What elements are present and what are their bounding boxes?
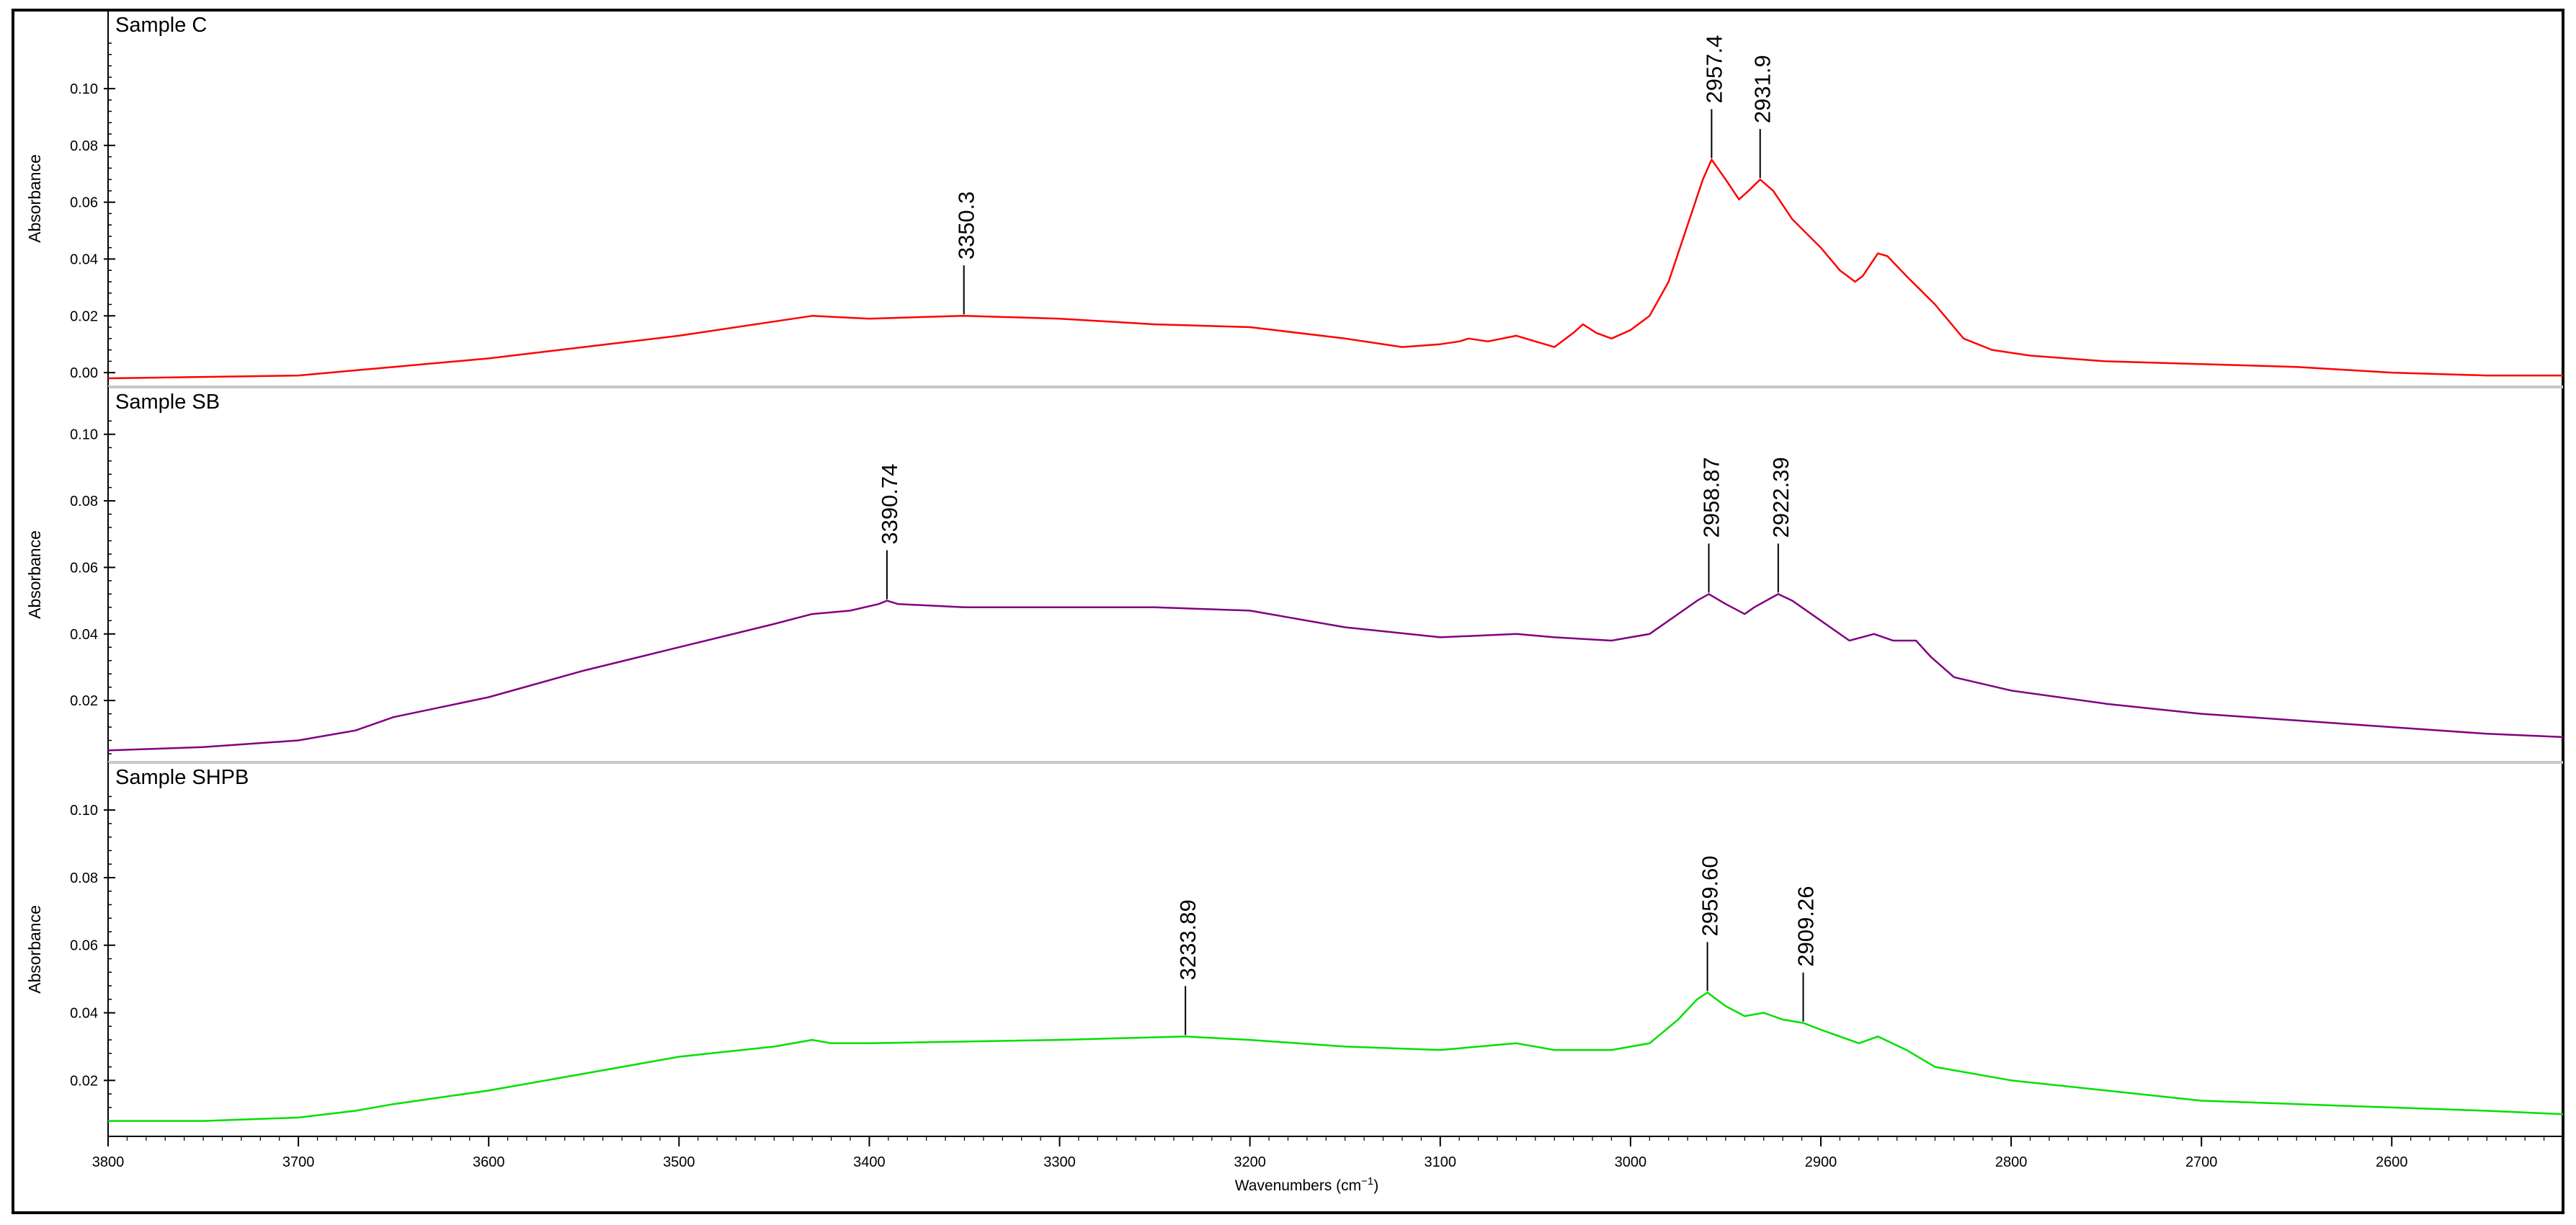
peak-label: 2909.26 [1793,886,1819,967]
peak-label: 2959.60 [1698,855,1723,936]
y-tick-label: 0.08 [70,870,98,886]
x-axis-label: Wavenumbers (cm−1) [1235,1175,1379,1194]
x-tick-label: 3700 [282,1154,315,1170]
y-tick-label: 0.04 [70,627,98,643]
x-tick-label: 2800 [1995,1154,2028,1170]
x-tick-label: 3000 [1615,1154,1647,1170]
y-tick-label: 0.10 [70,427,98,443]
x-tick-label: 3100 [1425,1154,1457,1170]
y-tick-label: 0.04 [70,251,98,267]
x-tick-label: 3500 [663,1154,695,1170]
x-tick-label: 3600 [473,1154,505,1170]
peak-label: 3233.89 [1175,899,1200,980]
y-tick-label: 0.04 [70,1006,98,1022]
y-tick-label: 0.06 [70,195,98,211]
x-tick-label: 3800 [92,1154,125,1170]
peak-label: 2931.9 [1750,55,1775,123]
y-axis-label: Absorbance [25,530,44,619]
x-tick-label: 3200 [1234,1154,1266,1170]
spectrum-line [107,593,2564,752]
x-tick-label: 2600 [2376,1154,2408,1170]
x-tick-label: 3400 [853,1154,886,1170]
y-tick-label: 0.02 [70,308,98,324]
y-tick-label: 0.10 [70,81,98,97]
y-tick-label: 0.10 [70,803,98,819]
y-tick-label: 0.08 [70,138,98,154]
panel-title: Sample SB [115,391,220,414]
spectrum-line [107,159,2563,380]
y-tick-label: 0.00 [70,365,98,381]
peak-label: 3390.74 [877,464,902,545]
y-tick-label: 0.06 [70,938,98,954]
y-axis-label: Absorbance [25,905,44,994]
x-tick-label: 2900 [1805,1154,1837,1170]
panel-title: Sample SHPB [115,766,249,789]
y-tick-label: 0.06 [70,560,98,576]
chart-frame [12,9,2564,1214]
peak-label: 2958.87 [1698,457,1724,538]
peak-label: 2957.4 [1701,35,1726,104]
y-tick-label: 0.02 [70,693,98,709]
x-tick-label: 2700 [2185,1154,2218,1170]
x-tick-label: 3300 [1043,1154,1076,1170]
peak-label: 2922.39 [1768,457,1793,538]
panel-title: Sample C [115,14,207,37]
spectrum-line [108,992,2564,1122]
y-axis-label: Absorbance [25,154,44,243]
y-tick-label: 0.02 [70,1073,98,1089]
y-tick-label: 0.08 [70,494,98,509]
peak-label: 3350.3 [954,191,979,259]
